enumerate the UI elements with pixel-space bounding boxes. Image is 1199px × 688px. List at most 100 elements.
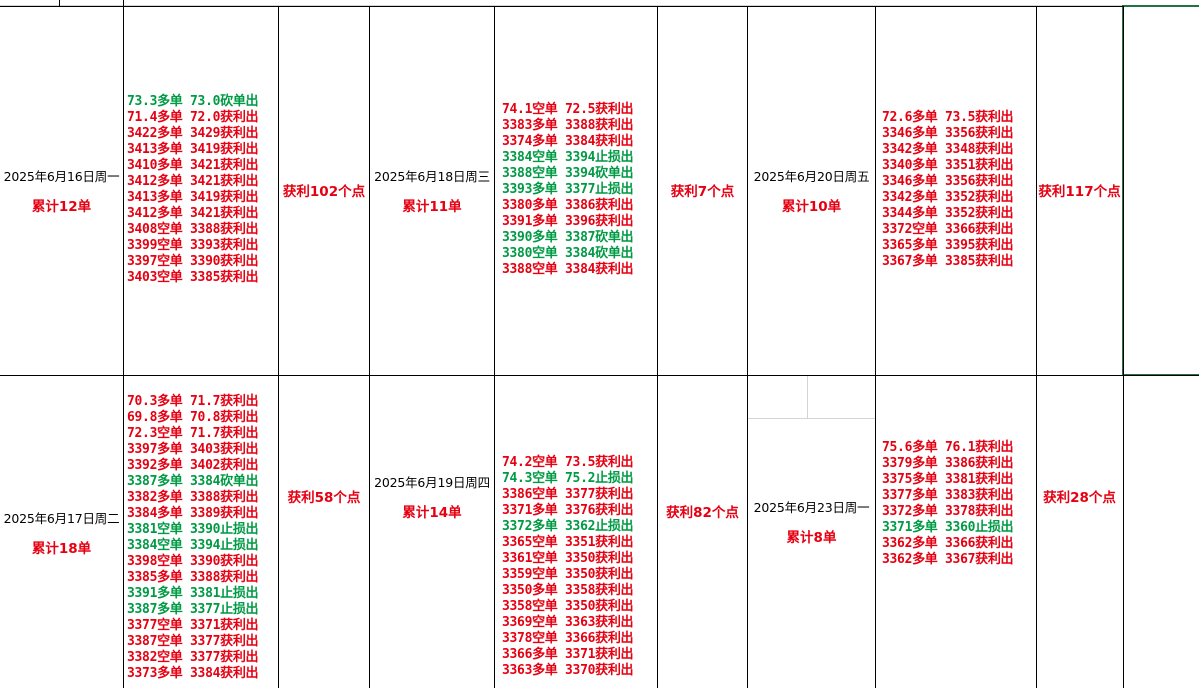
trade-entry: 3380多单 3386获利出 [502,198,634,213]
trade-entry: 71.4多单 72.0获利出 [127,110,259,125]
trade-entry: 3358空单 3350获利出 [502,599,634,614]
order-count: 累计11单 [402,198,462,215]
trade-entry: 3397空单 3390获利出 [127,254,259,269]
trades-cell[interactable]: 72.6多单 73.5获利出 3346多单 3356获利出 3342多单 3348获… [882,6,1036,374]
trade-entry: 3422多单 3429获利出 [127,126,259,141]
trade-entry: 3371多单 3376获利出 [502,503,634,518]
trade-entry: 73.3多单 73.0砍单出 [127,94,259,109]
profit-cell[interactable]: 获利28个点 [1037,376,1122,616]
trade-entry: 3377多单 3383获利出 [882,488,1014,503]
trade-entry: 3412多单 3421获利出 [127,174,259,189]
gridline [747,6,748,688]
trade-entry: 3380空单 3384砍单出 [502,246,634,261]
trade-entry: 3362多单 3367获利出 [882,552,1014,567]
date-cell[interactable]: 2025年6月20日周五 累计10单 [748,6,875,374]
gridline [123,0,124,688]
order-count: 累计14单 [402,504,462,521]
trade-entry: 3373多单 3384获利出 [127,666,259,681]
date-cell[interactable]: 2025年6月23日周一 累计8单 [748,418,875,624]
trade-entry: 3387多单 3384砍单出 [127,474,259,489]
trade-entry: 3388空单 3384获利出 [502,262,634,277]
trade-entry: 3365多单 3395获利出 [882,238,1014,253]
profit-label: 获利7个点 [670,184,735,200]
trade-entry: 3385多单 3388获利出 [127,570,259,585]
trade-entry: 3390多单 3387砍单出 [502,230,634,245]
trade-entry: 3372多单 3362止损出 [502,519,634,534]
date-cell[interactable]: 2025年6月19日周四 累计14单 [370,376,494,616]
trade-entry: 3378空单 3366获利出 [502,631,634,646]
trade-entry: 3382空单 3377获利出 [127,650,259,665]
trade-entry: 3397多单 3403获利出 [127,442,259,457]
trade-entry: 70.3多单 71.7获利出 [127,394,259,409]
profit-label: 获利28个点 [1043,490,1116,506]
gridline [0,5,1199,6]
trade-entry: 3403空单 3385获利出 [127,270,259,285]
trade-entry: 3350多单 3358获利出 [502,583,634,598]
date-label: 2025年6月17日周二 [3,510,120,526]
trade-entry: 3399空单 3393获利出 [127,238,259,253]
trade-entry: 3359空单 3350获利出 [502,567,634,582]
trade-entry: 3372空单 3366获利出 [882,222,1014,237]
trades-cell[interactable]: 70.3多单 71.7获利出 69.8多单 70.8获利出 72.3空单 71.7获… [127,388,277,688]
trade-entry: 3408空单 3388获利出 [127,222,259,237]
trade-entry: 3342多单 3352获利出 [882,190,1014,205]
trade-entry: 3381空单 3390止损出 [127,522,259,537]
trade-entry: 3398空单 3390获利出 [127,554,259,569]
trade-entry: 3413多单 3419获利出 [127,190,259,205]
gridline [875,6,876,688]
gridline [0,375,1199,376]
trade-entry: 3371多单 3360止损出 [882,520,1014,535]
trade-entry: 3346多单 3356获利出 [882,126,1014,141]
gridline [1123,6,1124,688]
trade-entry: 3383多单 3388获利出 [502,118,634,133]
trade-entry: 3379多单 3386获利出 [882,456,1014,471]
trade-entry: 3346多单 3356获利出 [882,174,1014,189]
trade-entry: 74.3空单 75.2止损出 [502,471,634,486]
gridline [748,418,875,419]
trade-entry: 3388空单 3394砍单出 [502,166,634,181]
trade-entry: 74.2空单 73.5获利出 [502,455,634,470]
trades-cell[interactable]: 73.3多单 73.0砍单出 71.4多单 72.0获利出 3422多单 3429获… [127,6,277,374]
date-cell[interactable]: 2025年6月16日周一 累计12单 [0,6,123,374]
gridline [807,376,808,418]
order-count: 累计18单 [31,540,92,557]
profit-label: 获利58个点 [287,490,361,506]
profit-cell[interactable]: 获利102个点 [279,6,369,374]
trade-entry: 3391多单 3381止损出 [127,586,259,601]
trade-entry: 69.8多单 70.8获利出 [127,410,259,425]
trade-entry: 3384多单 3389获利出 [127,506,259,521]
trade-entry: 3392多单 3402获利出 [127,458,259,473]
trades-cell[interactable]: 74.2空单 73.5获利出 74.3空单 75.2止损出 3386空单 3377获… [502,452,656,682]
trade-entry: 3361空单 3350获利出 [502,551,634,566]
date-label: 2025年6月16日周一 [3,168,120,184]
trade-entry: 3374多单 3384获利出 [502,134,634,149]
profit-cell[interactable]: 获利7个点 [658,6,747,374]
trades-cell[interactable]: 75.6多单 76.1获利出 3379多单 3386获利出 3375多单 3381获… [882,376,1036,632]
trade-entry: 72.3空单 71.7获利出 [127,426,259,441]
order-count: 累计8单 [786,529,837,546]
date-label: 2025年6月19日周四 [374,474,490,490]
profit-cell[interactable]: 获利82个点 [658,376,747,646]
trade-entry: 3393多单 3377止损出 [502,182,634,197]
trade-entry: 74.1空单 72.5获利出 [502,102,634,117]
gridline [494,6,495,688]
trades-cell[interactable]: 74.1空单 72.5获利出 3383多单 3388获利出 3374多单 3384获… [502,6,656,374]
date-cell[interactable]: 2025年6月17日周二 累计18单 [0,376,123,688]
trade-entry: 3372多单 3378获利出 [882,504,1014,519]
trade-entry: 3382多单 3388获利出 [127,490,259,505]
trade-entry: 3377空单 3371获利出 [127,618,259,633]
gridline [1036,6,1037,688]
trade-entry: 3342多单 3348获利出 [882,142,1014,157]
date-label: 2025年6月20日周五 [753,168,870,184]
gridline [369,6,370,688]
trade-entry: 3344多单 3352获利出 [882,206,1014,221]
profit-cell[interactable]: 获利117个点 [1037,6,1122,374]
gridline [59,0,60,6]
trade-entry: 3366多单 3371获利出 [502,647,634,662]
date-cell[interactable]: 2025年6月18日周三 累计11单 [370,6,494,374]
trade-entry: 3384空单 3394止损出 [127,538,259,553]
profit-cell[interactable]: 获利58个点 [279,376,369,616]
gridline [0,6,1124,7]
selected-cell[interactable] [1122,5,1199,376]
date-label: 2025年6月23日周一 [753,499,870,515]
